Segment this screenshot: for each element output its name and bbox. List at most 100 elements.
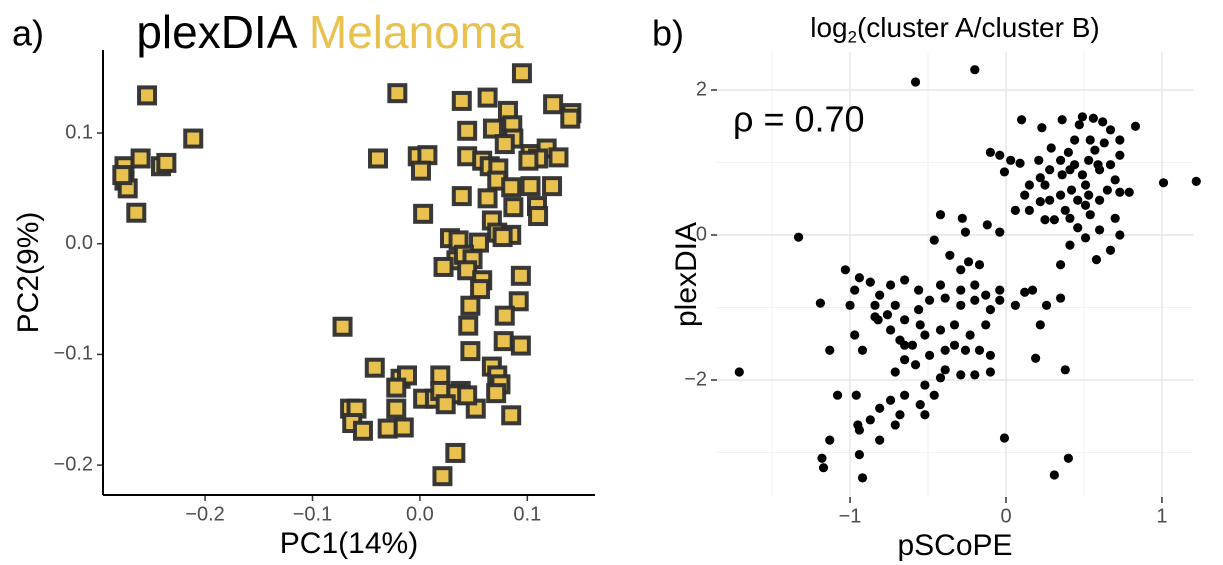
point	[890, 367, 900, 377]
point	[900, 355, 910, 365]
point	[935, 280, 946, 290]
point	[793, 232, 804, 242]
point	[981, 320, 991, 330]
point	[511, 63, 532, 84]
point	[1041, 300, 1052, 310]
point	[457, 385, 478, 406]
point	[508, 291, 529, 312]
point	[1115, 135, 1125, 145]
point	[854, 425, 864, 435]
point	[1063, 147, 1073, 157]
point	[460, 341, 481, 362]
point	[1040, 215, 1050, 225]
y-tick-label: −2	[684, 368, 707, 390]
point	[960, 345, 971, 355]
y-axis-label: PC2(9%)	[12, 212, 45, 334]
point	[1084, 190, 1094, 200]
point	[486, 383, 507, 404]
point	[875, 435, 885, 445]
point	[970, 295, 980, 305]
point	[825, 435, 835, 445]
point	[865, 277, 875, 287]
point	[832, 390, 843, 400]
point	[1037, 123, 1047, 133]
point	[935, 373, 946, 383]
point	[924, 295, 935, 305]
y-tick-label: 2	[696, 78, 707, 100]
point	[995, 295, 1005, 305]
point	[1065, 165, 1075, 175]
point	[1035, 197, 1045, 207]
point	[1099, 138, 1109, 148]
point	[1115, 150, 1125, 160]
point	[1065, 213, 1075, 223]
point	[850, 330, 860, 340]
x-axis-label: pSCoPE	[897, 529, 1012, 562]
point	[995, 150, 1005, 160]
point	[1055, 260, 1066, 270]
point	[935, 325, 946, 335]
point	[386, 377, 407, 398]
point	[1130, 121, 1141, 131]
point	[126, 202, 147, 223]
point	[1045, 195, 1055, 205]
y-tick-label: 0.1	[65, 121, 93, 143]
point	[1035, 320, 1045, 330]
point	[734, 367, 744, 377]
point	[352, 420, 373, 441]
point	[137, 85, 158, 106]
title-part: plexDIA	[136, 6, 297, 58]
point	[510, 265, 531, 286]
point	[956, 265, 966, 275]
point	[387, 83, 408, 104]
chart-title: plexDIA Melanoma	[136, 6, 524, 58]
point	[520, 176, 541, 197]
point	[965, 330, 975, 340]
point	[1080, 200, 1091, 210]
point	[840, 265, 850, 275]
point	[854, 450, 864, 460]
title-part: log	[810, 12, 847, 43]
point	[915, 400, 925, 410]
point	[1020, 287, 1030, 297]
point	[548, 147, 569, 168]
point	[1191, 176, 1201, 186]
point	[963, 257, 974, 267]
point	[1110, 213, 1120, 223]
point	[493, 331, 514, 352]
point	[1098, 117, 1108, 127]
point	[900, 390, 910, 400]
point	[910, 77, 921, 87]
point	[890, 420, 900, 430]
point	[386, 398, 407, 419]
point	[850, 285, 860, 295]
point	[1063, 453, 1073, 463]
point	[818, 463, 829, 473]
point	[1115, 230, 1125, 240]
point	[445, 442, 466, 463]
point	[1102, 185, 1112, 195]
point	[1049, 470, 1059, 480]
point	[1080, 233, 1091, 243]
panel-label: a)	[12, 13, 44, 54]
point	[875, 290, 885, 300]
point	[1088, 113, 1098, 123]
point	[1035, 173, 1045, 183]
point	[885, 325, 896, 335]
point	[960, 227, 971, 237]
point	[929, 235, 939, 245]
point	[882, 310, 893, 320]
point	[457, 120, 478, 141]
point	[1124, 187, 1134, 197]
point	[873, 315, 883, 325]
point	[949, 320, 960, 330]
point	[1055, 190, 1066, 200]
point	[1034, 155, 1044, 165]
point	[1060, 365, 1070, 375]
point	[458, 315, 479, 336]
point	[1110, 175, 1120, 185]
point	[413, 203, 434, 224]
y-tick-label: −0.2	[54, 453, 93, 475]
point	[1006, 155, 1016, 165]
point	[895, 410, 905, 420]
